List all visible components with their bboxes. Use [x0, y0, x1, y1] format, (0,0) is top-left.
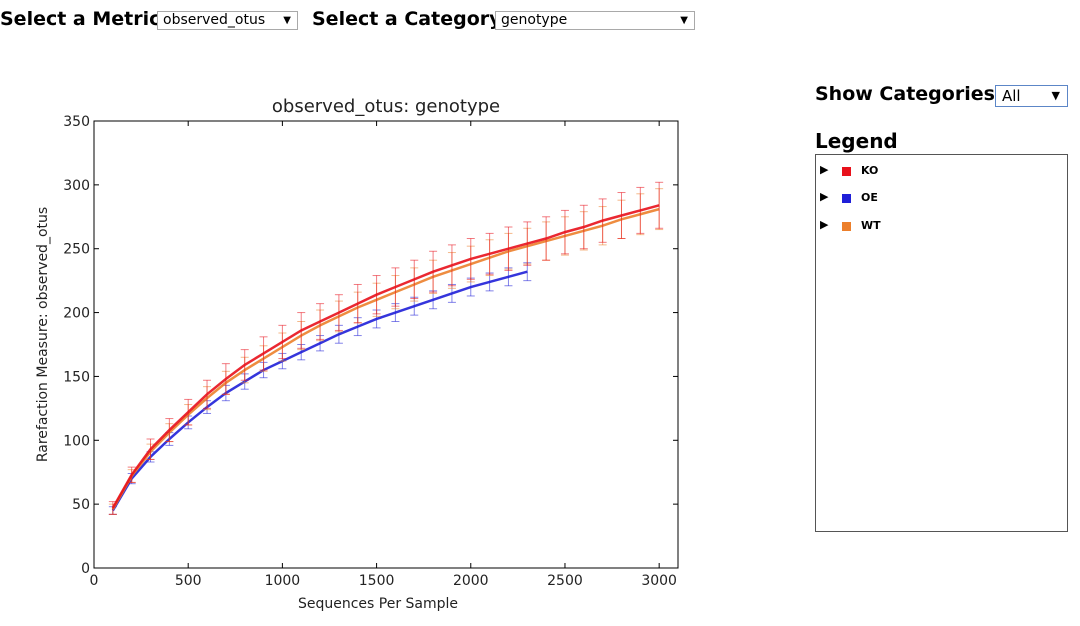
y-tick-label: 50 [72, 497, 90, 513]
legend-item-label: OE [861, 191, 878, 204]
series-line-wt [111, 207, 660, 510]
plot-frame [93, 120, 679, 569]
series-line-oe [111, 270, 528, 512]
y-tick-label: 100 [63, 433, 90, 449]
x-tick-label: 3000 [641, 573, 677, 589]
legend-swatch [842, 194, 851, 203]
x-tick-label: 1000 [265, 573, 301, 589]
y-tick-label: 200 [63, 306, 90, 322]
legend-title: Legend [815, 129, 898, 153]
x-tick-label: 500 [175, 573, 202, 589]
metric-label: Select a Metric: [0, 8, 168, 30]
y-axis-label: Rarefaction Measure: observed_otus [35, 207, 51, 462]
legend-item-label: WT [861, 219, 881, 232]
x-tick-label: 0 [90, 573, 99, 589]
category-label: Select a Category: [312, 8, 510, 30]
expand-triangle-icon[interactable]: ▶ [820, 218, 829, 231]
legend-swatch [842, 167, 851, 176]
legend-panel: Show Categories: All ▼ Legend ▶ KO ▶ OE … [815, 80, 1080, 540]
legend-box: ▶ KO ▶ OE ▶ WT [815, 154, 1068, 532]
chart-area: observed_otus: genotype 0 500 1000 1500 2000 2… [0, 80, 700, 622]
x-tick-label: 2500 [547, 573, 583, 589]
dropdown-arrow-icon: ▼ [680, 15, 688, 26]
dropdown-arrow-icon: ▼ [1051, 89, 1060, 102]
category-select-value: genotype [501, 12, 568, 28]
y-tick-label: 0 [81, 561, 90, 577]
dropdown-arrow-icon: ▼ [283, 15, 291, 26]
x-tick-label: 2000 [453, 573, 489, 589]
metric-select-value: observed_otus [163, 12, 266, 28]
y-tick-label: 250 [63, 242, 90, 258]
y-tick-label: 300 [63, 178, 90, 194]
expand-triangle-icon[interactable]: ▶ [820, 163, 829, 176]
x-tick-label: 1500 [359, 573, 395, 589]
show-categories-value: All [1002, 87, 1021, 105]
series-line-ko [111, 204, 660, 509]
legend-swatch [842, 222, 851, 231]
show-categories-select[interactable]: All ▼ [995, 85, 1068, 107]
category-select[interactable]: genotype ▼ [495, 11, 695, 30]
y-tick-label: 150 [63, 369, 90, 385]
chart-title: observed_otus: genotype [272, 96, 500, 117]
x-axis-label: Sequences Per Sample [298, 596, 458, 612]
y-tick-label: 350 [63, 114, 90, 130]
legend-item-label: KO [861, 164, 879, 177]
show-categories-label: Show Categories: [815, 83, 1003, 105]
metric-select[interactable]: observed_otus ▼ [157, 11, 298, 30]
expand-triangle-icon[interactable]: ▶ [820, 190, 829, 203]
